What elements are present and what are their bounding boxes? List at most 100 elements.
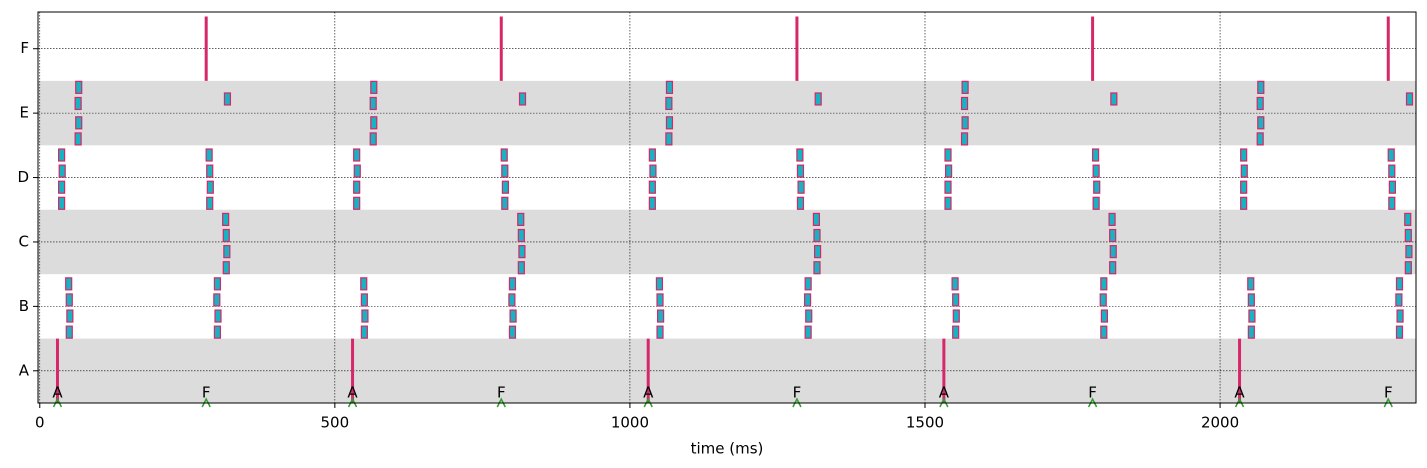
spike [952, 325, 960, 339]
spike [1109, 245, 1117, 259]
stimulus-marker [792, 397, 802, 408]
spike [813, 245, 822, 259]
spike [961, 80, 969, 94]
stimulus-marker [52, 397, 63, 408]
spike [944, 148, 952, 162]
spike [1093, 180, 1101, 194]
spike [655, 277, 664, 291]
spike [75, 80, 83, 94]
spike [665, 116, 674, 130]
stimulus-label: A [52, 384, 63, 402]
spike [960, 96, 969, 111]
spike [1108, 212, 1116, 227]
spike [1404, 261, 1412, 275]
spike [952, 293, 960, 307]
spike [518, 92, 527, 106]
spike [656, 293, 664, 307]
stimulus-label: F [202, 384, 211, 402]
x-tick-label: 0 [35, 414, 45, 432]
spike [804, 277, 812, 291]
spike [797, 180, 805, 194]
spike [369, 132, 377, 146]
spike [796, 148, 804, 162]
y-tick-label: F [20, 39, 29, 57]
spike [517, 212, 525, 227]
spike [1388, 180, 1396, 194]
stimulus-label: F [1088, 384, 1097, 402]
spike [353, 180, 361, 194]
spike [805, 309, 813, 323]
spike [501, 180, 509, 194]
spike [1404, 228, 1412, 243]
spike [223, 92, 232, 106]
category-band [38, 338, 1416, 403]
stimulus-marker [347, 397, 358, 408]
spike [58, 180, 66, 194]
spike [65, 277, 73, 291]
spike [1387, 148, 1395, 162]
spike [360, 325, 368, 339]
spike [58, 164, 66, 178]
spike [1092, 196, 1100, 210]
spike [369, 96, 377, 111]
y-tick-label: D [17, 168, 29, 186]
spike [1256, 96, 1264, 111]
x-tick-label: 500 [321, 414, 350, 432]
stimulus-label: F [497, 384, 506, 402]
x-tick-label: 2000 [1201, 414, 1239, 432]
stimulus-label: A [939, 384, 950, 402]
spike [1388, 164, 1396, 178]
spike [213, 325, 222, 339]
spike [508, 293, 516, 307]
spike [509, 309, 517, 323]
stimulus-marker [1383, 397, 1393, 408]
spike [1240, 180, 1248, 194]
spike [517, 228, 525, 243]
spike [657, 309, 665, 323]
spike [1257, 80, 1265, 94]
stimulus-marker [496, 397, 506, 408]
stimulus-marker [643, 397, 653, 408]
spike [1405, 245, 1413, 259]
y-tick-label: A [19, 361, 30, 379]
spike [223, 245, 231, 259]
stimulus-label: A [643, 384, 654, 402]
spike [222, 228, 230, 243]
spike [222, 212, 230, 227]
spike [1247, 325, 1255, 339]
spike [1091, 148, 1100, 162]
spike [214, 309, 222, 323]
x-axis-label: time (ms) [691, 440, 764, 458]
spike [961, 116, 969, 130]
spike [944, 196, 952, 210]
spike [1100, 325, 1108, 339]
spike [1388, 196, 1396, 210]
spike [813, 261, 821, 275]
spike [648, 180, 656, 194]
spike [1109, 261, 1117, 275]
plot-frame [37, 11, 1417, 404]
spike [58, 196, 66, 210]
spike [370, 80, 378, 94]
spike [804, 325, 812, 339]
spike [75, 116, 83, 130]
y-tick-label: B [19, 297, 29, 315]
spike [813, 228, 821, 243]
spike [353, 164, 361, 178]
y-tick-label: E [20, 104, 29, 122]
spike [508, 325, 517, 339]
spike [1109, 228, 1117, 243]
category-band [38, 80, 1416, 146]
spike [796, 196, 805, 210]
spike [648, 148, 656, 162]
spike [1395, 325, 1404, 339]
spike [945, 164, 953, 178]
spike [952, 309, 960, 323]
spike [1100, 277, 1108, 291]
spike [360, 293, 368, 307]
spike [500, 148, 508, 162]
spike [222, 261, 230, 275]
spike [508, 277, 517, 291]
spike [814, 92, 822, 106]
